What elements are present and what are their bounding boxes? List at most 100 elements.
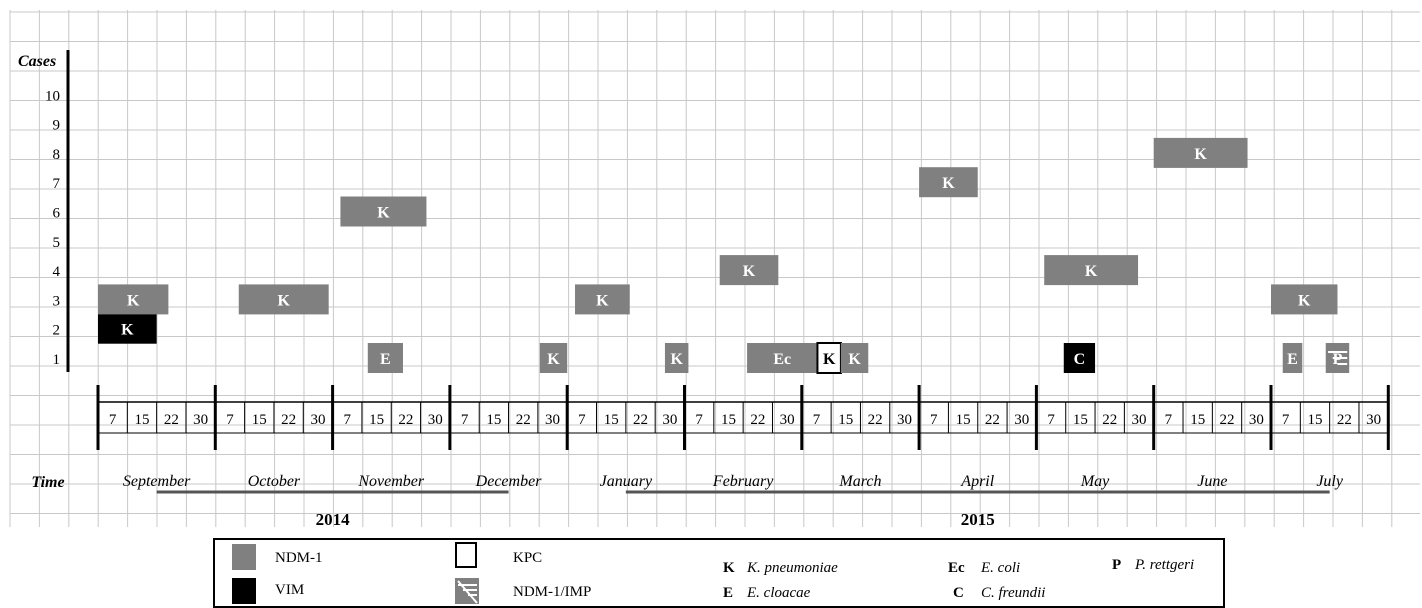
case-bar-label: K	[377, 205, 390, 222]
case-bar-label: K	[121, 322, 134, 339]
day-tick-label: 15	[252, 412, 267, 428]
day-tick-label: 7	[578, 412, 586, 428]
month-label: March	[838, 473, 881, 490]
case-bar	[1153, 137, 1248, 168]
day-tick-label: 15	[721, 412, 736, 428]
y-tick-label: 8	[53, 147, 61, 163]
y-tick-label: 2	[53, 323, 61, 339]
day-tick-label: 7	[695, 412, 703, 428]
day-tick-label: 15	[838, 412, 853, 428]
case-bar-label: E	[380, 351, 391, 368]
month-label: December	[475, 473, 543, 490]
day-tick-label: 22	[750, 412, 765, 428]
legend-name-e: E. cloacae	[747, 585, 811, 601]
y-tick-label: 9	[53, 118, 61, 134]
month-label: September	[123, 473, 191, 490]
legend-label-vim: VIM	[275, 582, 305, 598]
day-tick-label: 30	[545, 412, 560, 428]
case-bar	[98, 313, 157, 344]
case-bar-label: K	[743, 263, 756, 280]
month-label: February	[712, 473, 774, 490]
day-tick-label: 22	[868, 412, 883, 428]
case-bar-label: K	[277, 292, 290, 309]
case-bar	[238, 284, 329, 315]
month-label: April	[960, 473, 994, 490]
case-bar	[1271, 284, 1338, 315]
day-tick-label: 15	[486, 412, 501, 428]
day-tick-label: 22	[985, 412, 1000, 428]
month-label: January	[600, 473, 653, 490]
legend-code-e: E	[723, 585, 734, 601]
case-bar-label: K	[547, 351, 560, 368]
y-tick-label: 3	[53, 293, 61, 309]
day-tick-label: 7	[1047, 412, 1055, 428]
legend-name-k: K. pneumoniae	[747, 560, 838, 576]
case-bar	[340, 196, 427, 227]
y-axis-title: Cases	[18, 53, 56, 70]
y-tick-label: 4	[53, 264, 61, 280]
day-tick-label: 30	[1249, 412, 1264, 428]
day-tick-label: 7	[109, 412, 117, 428]
year-label: 2015	[961, 510, 995, 529]
case-bar-label: K	[1085, 263, 1098, 280]
legend-label-ndm1-imp: NDM-1/IMP	[513, 584, 592, 600]
legend-name-p: P. rettgeri	[1135, 557, 1195, 573]
case-bar	[747, 343, 818, 373]
case-bar	[539, 343, 568, 373]
legend-swatch-vim	[232, 578, 256, 604]
day-tick-label: 22	[164, 412, 179, 428]
day-tick-label: 15	[1073, 412, 1088, 428]
y-tick-label: 6	[53, 206, 61, 222]
day-tick-label: 30	[780, 412, 795, 428]
day-tick-label: 22	[633, 412, 648, 428]
month-label: July	[1316, 473, 1344, 490]
case-bar	[575, 284, 630, 315]
case-bar-label: Ec	[773, 351, 791, 368]
case-bar-label: C	[1074, 351, 1086, 368]
y-tick-label: 10	[45, 88, 60, 104]
case-bar-label: K	[848, 351, 861, 368]
case-bar-label: E	[1287, 351, 1298, 368]
case-bar	[1044, 255, 1139, 286]
legend-code-ec: Ec	[948, 560, 965, 576]
day-tick-label: 30	[193, 412, 208, 428]
legend-code-k: K	[723, 560, 735, 576]
case-bar	[719, 255, 779, 286]
day-tick-label: 22	[1337, 412, 1352, 428]
case-bar	[1063, 343, 1096, 373]
month-label: May	[1080, 473, 1110, 490]
legend-name-ec: E. coli	[981, 560, 1021, 576]
case-bar	[664, 343, 689, 373]
y-tick-label: 7	[53, 176, 61, 192]
day-tick-label: 22	[398, 412, 413, 428]
legend-box: NDM-1 VIM KPC NDM-1/IMP K K. pneumoniae …	[213, 538, 1225, 608]
case-bar-label: K	[1194, 146, 1207, 163]
day-tick-label: 30	[428, 412, 443, 428]
case-bar-label: K	[1298, 292, 1311, 309]
legend-label-ndm1: NDM-1	[275, 550, 323, 566]
day-tick-label: 7	[1282, 412, 1290, 428]
case-bar	[98, 284, 169, 315]
day-tick-label: 7	[461, 412, 469, 428]
day-tick-label: 7	[813, 412, 821, 428]
day-tick-label: 7	[226, 412, 234, 428]
x-axis-title: Time	[31, 474, 64, 491]
day-tick-label: 22	[1220, 412, 1235, 428]
y-tick-label: 5	[53, 235, 61, 251]
case-bar-label: K	[127, 292, 140, 309]
legend-swatch-ndm1-imp	[455, 578, 479, 604]
day-tick-label: 15	[1190, 412, 1205, 428]
month-label: November	[357, 473, 425, 490]
day-tick-label: 22	[516, 412, 531, 428]
legend-label-kpc: KPC	[513, 550, 543, 566]
day-tick-label: 15	[1307, 412, 1322, 428]
legend-swatch-ndm1	[232, 544, 256, 570]
day-tick-label: 30	[662, 412, 677, 428]
legend-name-c: C. freundii	[981, 585, 1046, 601]
legend-swatch-kpc	[455, 542, 477, 568]
case-bar-label: K	[596, 292, 609, 309]
case-bar	[1282, 343, 1303, 373]
day-tick-label: 7	[344, 412, 352, 428]
day-tick-label: 7	[1165, 412, 1173, 428]
